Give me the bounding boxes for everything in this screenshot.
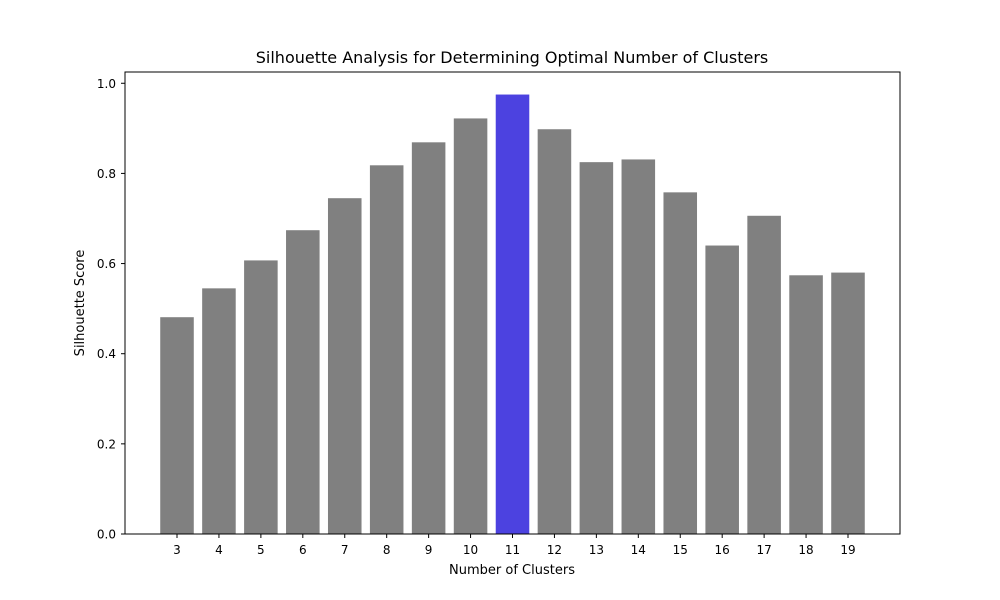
x-tick-label: 12	[547, 543, 562, 557]
x-tick-label: 16	[715, 543, 730, 557]
x-axis-ticks: 3 4 5 6 7 8 9 10 11 12 13 14 15 16 17 18 19	[173, 534, 856, 557]
x-tick-label: 18	[798, 543, 813, 557]
bar-clusters-9	[411, 142, 446, 534]
x-tick-label: 7	[341, 543, 349, 557]
bar-clusters-17	[747, 215, 781, 534]
bar-clusters-12	[537, 129, 572, 535]
x-tick-label: 13	[589, 543, 604, 557]
bar-clusters-16	[705, 245, 739, 534]
bar-clusters-11	[495, 94, 530, 534]
x-tick-label: 9	[425, 543, 433, 557]
y-tick-label: 1.0	[97, 77, 116, 91]
x-tick-label: 19	[840, 543, 855, 557]
bar-clusters-14	[621, 159, 656, 534]
x-tick-label: 8	[383, 543, 391, 557]
x-tick-label: 3	[173, 543, 181, 557]
chart-title: Silhouette Analysis for Determining Opti…	[256, 48, 769, 67]
bar-clusters-8	[369, 165, 404, 535]
bar-clusters-10	[453, 118, 488, 535]
x-tick-label: 4	[215, 543, 223, 557]
bar-clusters-4	[202, 288, 236, 534]
x-tick-label: 17	[756, 543, 771, 557]
bar-clusters-3	[160, 317, 194, 534]
bar-clusters-13	[579, 162, 614, 534]
y-tick-label: 0.6	[97, 257, 116, 271]
y-tick-label: 0.0	[97, 528, 116, 542]
bars-layer	[160, 94, 865, 535]
bar-clusters-15	[663, 192, 698, 534]
y-tick-label: 0.8	[97, 167, 116, 181]
bar-clusters-19	[831, 272, 865, 534]
x-tick-label: 6	[299, 543, 307, 557]
bar-clusters-18	[789, 275, 823, 534]
plot-area-frame	[124, 71, 901, 535]
bar-clusters-7	[327, 198, 362, 534]
x-tick-label: 10	[463, 543, 478, 557]
y-axis-label: Silhouette Score	[73, 250, 88, 357]
y-tick-label: 0.2	[97, 437, 116, 451]
x-tick-label: 15	[673, 543, 688, 557]
y-axis-ticks: 0.0 0.2 0.4 0.6 0.8 1.0	[97, 77, 125, 542]
bar-clusters-6	[286, 230, 320, 534]
x-tick-label: 14	[631, 543, 646, 557]
x-axis-label: Number of Clusters	[449, 563, 575, 578]
bar-clusters-5	[244, 260, 278, 534]
x-tick-label: 11	[505, 543, 520, 557]
y-tick-label: 0.4	[97, 347, 116, 361]
x-tick-label: 5	[257, 543, 265, 557]
